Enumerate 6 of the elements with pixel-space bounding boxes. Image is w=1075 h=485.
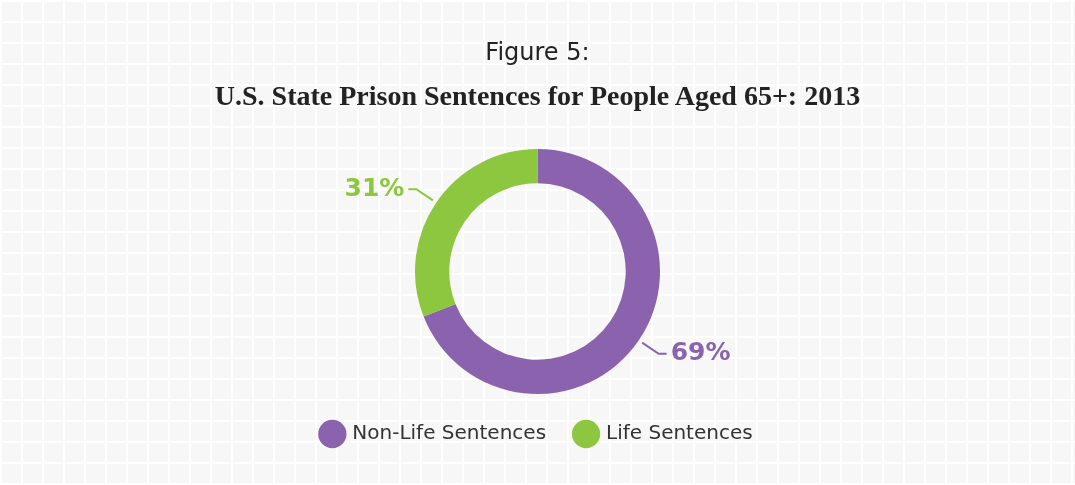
chart-title: U.S. State Prison Sentences for People Aged 65+: 2013: [213, 80, 862, 112]
chart-subtitle: Figure 5:: [484, 38, 591, 66]
data-label: 69%: [670, 337, 731, 367]
data-label: 31%: [344, 172, 405, 202]
legend-label: Life Sentences: [606, 420, 753, 445]
legend-label: Non-Life Sentences: [352, 420, 547, 445]
